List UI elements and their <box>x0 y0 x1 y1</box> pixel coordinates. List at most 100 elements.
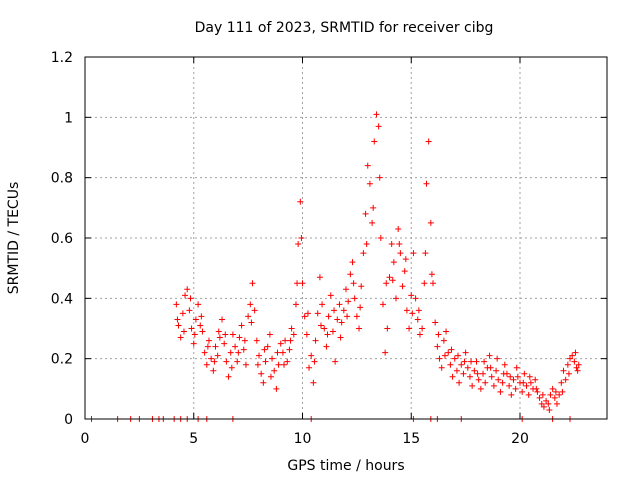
data-point <box>419 325 426 332</box>
data-point <box>306 364 313 371</box>
data-point <box>525 391 532 398</box>
data-point <box>297 198 304 205</box>
data-point <box>460 370 467 377</box>
data-point <box>227 349 234 356</box>
data-point <box>212 343 219 350</box>
data-point <box>410 250 417 257</box>
data-point <box>533 385 540 392</box>
data-point <box>360 250 367 257</box>
data-point <box>402 256 409 263</box>
data-point <box>321 325 328 332</box>
data-point <box>238 322 245 329</box>
data-point <box>222 331 229 338</box>
data-point <box>448 346 455 353</box>
data-point <box>249 280 256 287</box>
data-point <box>215 328 222 335</box>
data-point <box>371 138 378 145</box>
data-point <box>245 313 252 320</box>
data-point <box>262 358 269 365</box>
data-point <box>344 313 351 320</box>
data-point <box>295 241 302 248</box>
data-point <box>506 382 513 389</box>
data-point <box>575 361 582 368</box>
data-point <box>292 301 299 308</box>
data-point <box>311 358 318 365</box>
data-point <box>211 358 218 365</box>
data-point <box>287 337 294 344</box>
data-point <box>464 364 471 371</box>
data-point <box>547 391 554 398</box>
data-point <box>375 123 382 130</box>
data-point <box>337 334 344 341</box>
data-point <box>260 379 267 386</box>
data-point <box>423 180 430 187</box>
data-point <box>519 388 526 395</box>
data-point <box>480 370 487 377</box>
data-point <box>490 382 497 389</box>
data-point <box>338 319 345 326</box>
y-tick-label: 0.6 <box>51 231 73 247</box>
data-point <box>462 349 469 356</box>
data-point <box>298 235 305 241</box>
data-point <box>430 280 436 287</box>
x-tick-label: 0 <box>81 431 90 447</box>
data-point <box>251 307 258 314</box>
data-point <box>569 352 576 359</box>
data-point <box>336 301 343 308</box>
data-point <box>574 367 581 374</box>
y-tick-label: 0.8 <box>51 171 73 187</box>
data-point <box>564 361 571 368</box>
data-point <box>205 337 212 344</box>
data-point <box>565 370 572 377</box>
data-point <box>482 379 489 386</box>
x-tick-label: 10 <box>294 431 312 447</box>
data-point <box>409 310 416 317</box>
data-point <box>364 162 371 169</box>
data-point <box>461 358 468 365</box>
data-point <box>327 292 334 299</box>
data-point <box>325 313 332 320</box>
y-axis-label: SRMTID / TECUs <box>6 182 22 295</box>
data-point <box>274 349 281 356</box>
data-point <box>425 138 432 145</box>
data-point <box>329 328 336 335</box>
data-point <box>323 343 330 350</box>
y-tick-label: 0 <box>64 412 73 428</box>
data-point <box>350 280 357 287</box>
data-point <box>175 322 182 329</box>
data-point <box>497 388 504 395</box>
data-point <box>539 391 546 398</box>
data-point <box>440 337 447 344</box>
data-point <box>310 379 317 386</box>
data-point <box>286 346 293 353</box>
data-point <box>242 361 249 368</box>
data-point <box>312 337 319 344</box>
x-tick-label: 5 <box>189 431 198 447</box>
data-point <box>427 219 434 226</box>
x-axis-label: GPS time / hours <box>287 458 404 474</box>
data-point <box>331 307 338 314</box>
y-tick-label: 0.2 <box>51 352 73 368</box>
data-point <box>201 349 208 356</box>
data-point <box>403 307 410 314</box>
data-point <box>216 334 223 341</box>
data-point <box>204 343 211 350</box>
data-point <box>182 292 189 299</box>
data-point <box>316 274 323 281</box>
data-point <box>208 355 215 362</box>
data-point <box>447 361 454 368</box>
data-point <box>469 382 476 389</box>
data-point <box>438 364 445 371</box>
data-point <box>353 313 360 320</box>
data-point <box>219 316 226 323</box>
data-point <box>379 301 386 308</box>
data-point <box>466 373 473 380</box>
data-point <box>369 219 376 226</box>
grid-lines <box>85 57 607 419</box>
data-point <box>451 355 458 362</box>
data-point <box>317 322 324 329</box>
data-point <box>294 280 301 287</box>
data-point <box>228 364 235 371</box>
plot-frame <box>84 56 608 420</box>
